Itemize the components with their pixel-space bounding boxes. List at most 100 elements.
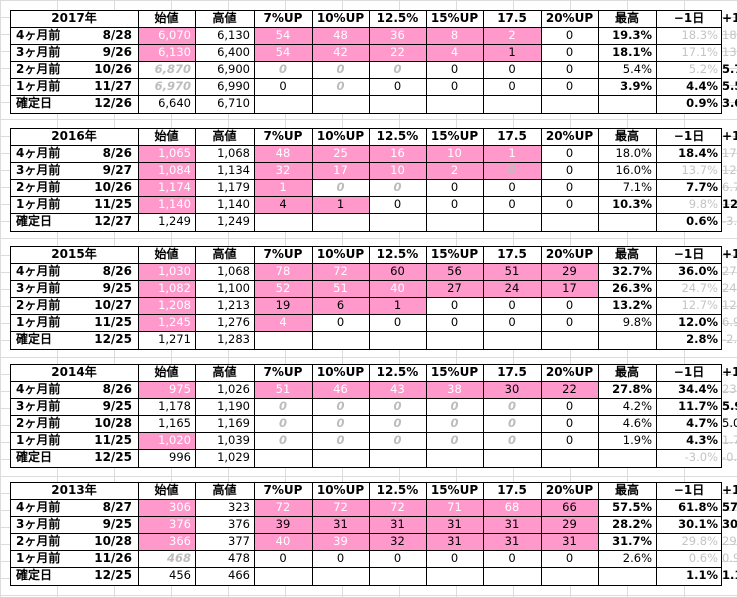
table-cell[interactable]: 1,068 bbox=[217, 264, 250, 278]
table-cell[interactable]: 1,065 bbox=[158, 146, 191, 160]
table-cell[interactable]: 2 bbox=[450, 163, 459, 177]
table-cell[interactable]: 996 bbox=[169, 450, 191, 464]
table-cell[interactable]: 10 bbox=[447, 146, 462, 160]
table-cell[interactable]: 0 bbox=[565, 180, 574, 194]
table-cell[interactable]: 0.6% bbox=[688, 551, 718, 565]
table-cell[interactable]: 0 bbox=[565, 146, 574, 160]
table-cell[interactable]: 16 bbox=[390, 146, 405, 160]
table-cell[interactable]: 1,190 bbox=[217, 399, 250, 413]
table-cell[interactable]: 975 bbox=[169, 382, 191, 396]
table-cell[interactable]: 1.7% bbox=[722, 433, 737, 447]
table-cell[interactable]: 1,082 bbox=[158, 281, 191, 295]
table-cell[interactable]: 1,026 bbox=[217, 382, 250, 396]
table-cell[interactable]: 46 bbox=[333, 382, 348, 396]
table-cell[interactable]: 0 bbox=[278, 399, 287, 413]
table-cell[interactable]: 0 bbox=[507, 399, 516, 413]
table-cell[interactable]: 72 bbox=[333, 264, 348, 278]
table-cell[interactable]: 0 bbox=[450, 180, 459, 194]
table-cell[interactable]: 17.7% bbox=[722, 146, 737, 160]
table-cell[interactable]: 1,208 bbox=[158, 298, 191, 312]
table-cell[interactable]: 38 bbox=[447, 382, 462, 396]
table-cell[interactable]: 0 bbox=[393, 551, 402, 565]
table-cell[interactable]: 0 bbox=[279, 551, 287, 565]
table-cell[interactable]: 6.9% bbox=[722, 315, 737, 329]
table-cell[interactable]: 1.9% bbox=[622, 433, 652, 447]
table-cell[interactable]: 3.9% bbox=[620, 79, 652, 93]
table-cell[interactable]: 0 bbox=[565, 298, 574, 312]
table-cell[interactable]: 6,130 bbox=[217, 28, 250, 42]
table-cell[interactable]: 1,100 bbox=[217, 281, 250, 295]
table-cell[interactable]: 1,271 bbox=[158, 332, 191, 346]
table-cell[interactable]: 4.7% bbox=[686, 416, 718, 430]
table-cell[interactable]: 376 bbox=[169, 517, 191, 531]
table-cell[interactable]: 1,174 bbox=[158, 180, 191, 194]
table-cell[interactable]: 1,178 bbox=[158, 399, 191, 413]
table-cell[interactable]: 10 bbox=[390, 163, 405, 177]
table-cell[interactable]: 456 bbox=[169, 568, 191, 582]
table-cell[interactable]: 1,030 bbox=[158, 264, 191, 278]
table-cell[interactable]: 0.9% bbox=[686, 96, 718, 110]
table-cell[interactable]: 0 bbox=[393, 315, 402, 329]
table-cell[interactable]: 31 bbox=[562, 534, 577, 548]
table-cell[interactable]: 0 bbox=[336, 433, 345, 447]
table-cell[interactable]: 1,140 bbox=[158, 197, 191, 211]
table-cell[interactable]: 6,900 bbox=[217, 62, 250, 76]
table-cell[interactable]: 17 bbox=[333, 163, 348, 177]
table-cell[interactable]: 0 bbox=[508, 197, 516, 211]
table-cell[interactable]: 5.9% bbox=[722, 399, 737, 413]
table-cell[interactable]: 0 bbox=[336, 416, 345, 430]
table-cell[interactable]: 0 bbox=[565, 315, 574, 329]
table-cell[interactable]: 31 bbox=[504, 517, 520, 531]
table-cell[interactable]: 6,990 bbox=[217, 79, 250, 93]
table-cell[interactable]: 1.1% bbox=[722, 568, 737, 582]
table-cell[interactable]: 1,213 bbox=[217, 298, 250, 312]
table-cell[interactable]: 0 bbox=[565, 551, 574, 565]
table-cell[interactable]: 0 bbox=[450, 416, 459, 430]
table-cell[interactable]: 18.1% bbox=[612, 45, 652, 59]
table-cell[interactable]: 66 bbox=[562, 500, 577, 514]
table-cell[interactable]: 72 bbox=[390, 500, 405, 514]
table-cell[interactable]: 0 bbox=[393, 433, 402, 447]
table-cell[interactable]: 10.3% bbox=[612, 197, 652, 211]
table-cell[interactable]: 29.8% bbox=[722, 534, 737, 548]
table-cell[interactable]: 6,870 bbox=[154, 62, 191, 76]
table-cell[interactable]: 39 bbox=[333, 534, 348, 548]
table-cell[interactable]: -3.0% bbox=[684, 450, 718, 464]
table-cell[interactable]: 1,020 bbox=[158, 433, 191, 447]
table-cell[interactable]: 4 bbox=[279, 315, 287, 329]
table-cell[interactable]: 12.9% bbox=[722, 298, 737, 312]
table-cell[interactable]: 8 bbox=[450, 28, 459, 42]
table-cell[interactable]: 1,165 bbox=[158, 416, 191, 430]
table-cell[interactable]: 6,640 bbox=[158, 96, 191, 110]
table-cell[interactable]: -2.5% bbox=[722, 332, 737, 346]
table-cell[interactable]: 29 bbox=[562, 517, 577, 531]
table-cell[interactable]: 31 bbox=[504, 534, 520, 548]
table-cell[interactable]: 48 bbox=[333, 28, 348, 42]
table-cell[interactable]: 6,710 bbox=[217, 96, 250, 110]
table-cell[interactable]: 29 bbox=[562, 264, 577, 278]
table-cell[interactable]: 32 bbox=[275, 163, 291, 177]
table-cell[interactable]: 1,029 bbox=[217, 450, 250, 464]
table-cell[interactable]: 0 bbox=[508, 62, 516, 76]
table-cell[interactable]: 27 bbox=[447, 281, 462, 295]
table-cell[interactable]: 0 bbox=[336, 62, 345, 76]
table-cell[interactable]: 0 bbox=[336, 315, 345, 329]
table-cell[interactable]: 6,400 bbox=[217, 45, 250, 59]
table-cell[interactable]: 68 bbox=[504, 500, 520, 514]
table-cell[interactable]: 40 bbox=[275, 534, 291, 548]
table-cell[interactable]: 1,039 bbox=[217, 433, 250, 447]
table-cell[interactable]: 12.0% bbox=[678, 315, 718, 329]
table-cell[interactable]: 1,249 bbox=[158, 214, 191, 228]
table-cell[interactable]: 24 bbox=[504, 281, 520, 295]
table-cell[interactable]: 377 bbox=[228, 534, 250, 548]
table-cell[interactable]: 0 bbox=[393, 416, 402, 430]
table-cell[interactable]: 52 bbox=[275, 281, 291, 295]
table-cell[interactable]: 5.2% bbox=[688, 62, 718, 76]
table-cell[interactable]: 0 bbox=[450, 298, 459, 312]
table-cell[interactable]: 0 bbox=[336, 551, 345, 565]
table-cell[interactable]: 6,130 bbox=[158, 45, 191, 59]
table-cell[interactable]: 0 bbox=[565, 79, 574, 93]
table-cell[interactable]: 71 bbox=[447, 500, 462, 514]
table-cell[interactable]: -0.2% bbox=[722, 450, 737, 464]
